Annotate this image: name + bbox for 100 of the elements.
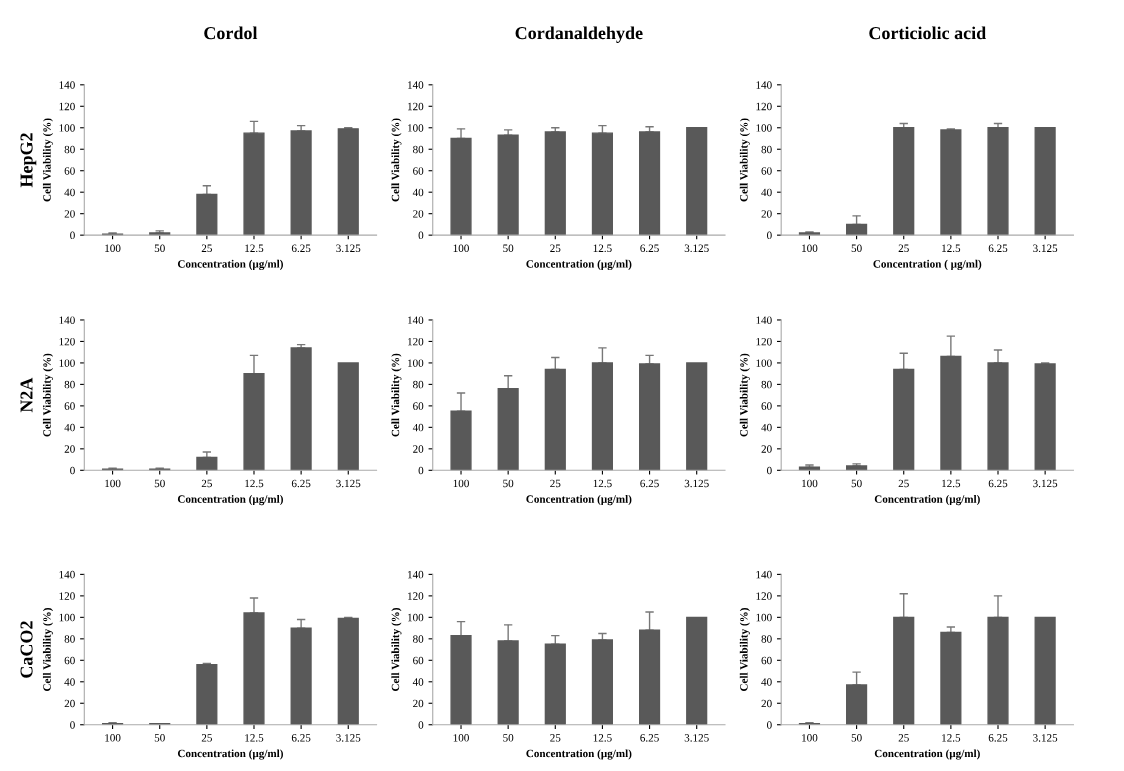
y-tick-label: 120 — [408, 592, 424, 600]
y-tick-label: 20 — [761, 210, 772, 218]
y-axis-title: Cell Viability (%) — [391, 118, 402, 202]
y-tick-label: 100 — [756, 359, 772, 367]
x-axis-title: Concentration (µg/ml) — [874, 494, 980, 506]
x-tick-label: 6.25 — [988, 479, 1008, 488]
y-tick-label: 0 — [70, 721, 75, 729]
y-tick-label: 80 — [413, 145, 424, 154]
x-tick-label: 3.125 — [684, 479, 709, 488]
y-tick-label: 100 — [408, 613, 424, 622]
y-tick-label: 40 — [412, 423, 424, 432]
y-axis-title: Cell Viability (%) — [42, 118, 54, 202]
x-axis-title: Concentration (µg/ml) — [526, 259, 632, 270]
x-tick-label: 25 — [550, 734, 561, 742]
x-axis-title: Concentration (µg/ml) — [177, 749, 283, 760]
y-tick-label: 20 — [413, 445, 424, 453]
y-tick-label: 60 — [413, 167, 424, 175]
y-tick-label: 120 — [756, 102, 772, 111]
x-tick-label: 3.125 — [1033, 734, 1058, 742]
chart-title: Corticiolic acid — [869, 26, 987, 40]
y-tick-label: 20 — [64, 210, 75, 218]
y-tick-label: 60 — [413, 402, 424, 410]
y-tick-label: 80 — [761, 635, 772, 643]
x-tick-label: 6.25 — [988, 734, 1008, 742]
x-tick-label: 3.125 — [1033, 244, 1058, 253]
x-axis-title: Concentration (µg/ml) — [874, 749, 980, 760]
x-tick-label: 50 — [503, 734, 514, 742]
x-tick-label: 12.5 — [245, 479, 264, 488]
y-tick-label: 140 — [59, 81, 75, 89]
y-tick-label: 80 — [413, 380, 424, 389]
x-tick-label: 6.25 — [291, 479, 311, 488]
x-tick-label: 50 — [503, 479, 514, 488]
x-tick-label: 100 — [453, 244, 469, 252]
text: HepG2 — [20, 133, 37, 188]
x-tick-label: 25 — [550, 479, 561, 488]
y-tick-label: 40 — [761, 678, 772, 686]
x-axis-title: Concentration (µg/ml) — [177, 494, 283, 506]
y-tick-label: 60 — [413, 656, 424, 665]
y-tick-label: 100 — [59, 613, 75, 622]
y-tick-label: 60 — [64, 656, 75, 665]
x-axis-title: Concentration ( µg/ml) — [873, 259, 982, 270]
y-tick-label: 140 — [59, 316, 75, 324]
y-tick-label: 100 — [408, 124, 424, 132]
x-tick-label: 50 — [503, 244, 514, 252]
x-tick-label: 25 — [201, 479, 212, 488]
y-tick-label: 120 — [59, 592, 75, 600]
y-tick-label: 40 — [64, 423, 75, 432]
y-tick-label: 40 — [761, 423, 772, 432]
x-tick-label: 50 — [154, 244, 165, 252]
x-tick-label: 6.25 — [291, 244, 311, 253]
y-tick-label: 20 — [413, 210, 424, 218]
y-tick-label: 120 — [59, 337, 75, 346]
y-axis-title: Cell Viability (%) — [391, 608, 402, 691]
y-tick-label: 0 — [418, 721, 424, 729]
x-tick-label: 3.125 — [336, 734, 361, 742]
x-tick-label: 3.125 — [684, 734, 709, 742]
y-tick-label: 20 — [64, 699, 75, 708]
y-tick-label: 140 — [408, 570, 424, 579]
text: CaCO2 — [20, 621, 33, 678]
y-tick-label: 0 — [767, 231, 772, 240]
y-tick-label: 20 — [761, 699, 772, 708]
x-tick-label: 50 — [154, 479, 165, 488]
x-tick-label: 12.5 — [593, 244, 612, 253]
y-tick-label: 80 — [413, 635, 424, 643]
x-tick-label: 100 — [453, 479, 469, 488]
y-tick-label: 20 — [761, 445, 772, 453]
y-tick-label: 60 — [64, 167, 75, 175]
y-tick-label: 60 — [761, 656, 772, 665]
x-tick-label: 12.5 — [593, 734, 612, 742]
x-tick-label: 100 — [802, 479, 818, 488]
y-axis-title: Cell Viability (%) — [739, 118, 750, 202]
y-tick-label: 100 — [756, 124, 772, 132]
y-tick-label: 40 — [64, 678, 75, 686]
x-tick-label: 6.25 — [640, 244, 659, 253]
y-tick-label: 60 — [64, 402, 75, 410]
y-tick-label: 100 — [59, 359, 75, 367]
y-tick-label: 120 — [756, 337, 772, 346]
y-tick-label: 0 — [418, 466, 424, 475]
y-tick-label: 140 — [756, 81, 772, 89]
x-tick-label: 50 — [851, 734, 862, 742]
x-tick-label: 50 — [851, 479, 862, 488]
x-tick-label: 3.125 — [336, 479, 361, 488]
text: N2A — [20, 377, 33, 413]
x-tick-label: 6.25 — [640, 734, 659, 742]
x-tick-label: 100 — [105, 479, 121, 488]
y-tick-label: 0 — [767, 466, 772, 475]
y-tick-label: 100 — [408, 359, 424, 367]
y-tick-label: 40 — [412, 678, 424, 686]
y-tick-label: 20 — [64, 445, 75, 453]
x-tick-label: 100 — [802, 734, 818, 742]
x-tick-label: 25 — [898, 734, 909, 742]
x-tick-label: 25 — [201, 244, 212, 252]
y-tick-label: 80 — [761, 145, 772, 154]
x-axis-title: Concentration (µg/ml) — [177, 259, 283, 270]
y-axis-title: Cell Viability (%) — [739, 353, 750, 437]
y-tick-label: 0 — [767, 721, 772, 729]
y-tick-label: 120 — [408, 102, 424, 111]
y-tick-label: 140 — [756, 316, 772, 324]
y-tick-label: 140 — [408, 81, 424, 89]
y-tick-label: 140 — [59, 570, 75, 579]
